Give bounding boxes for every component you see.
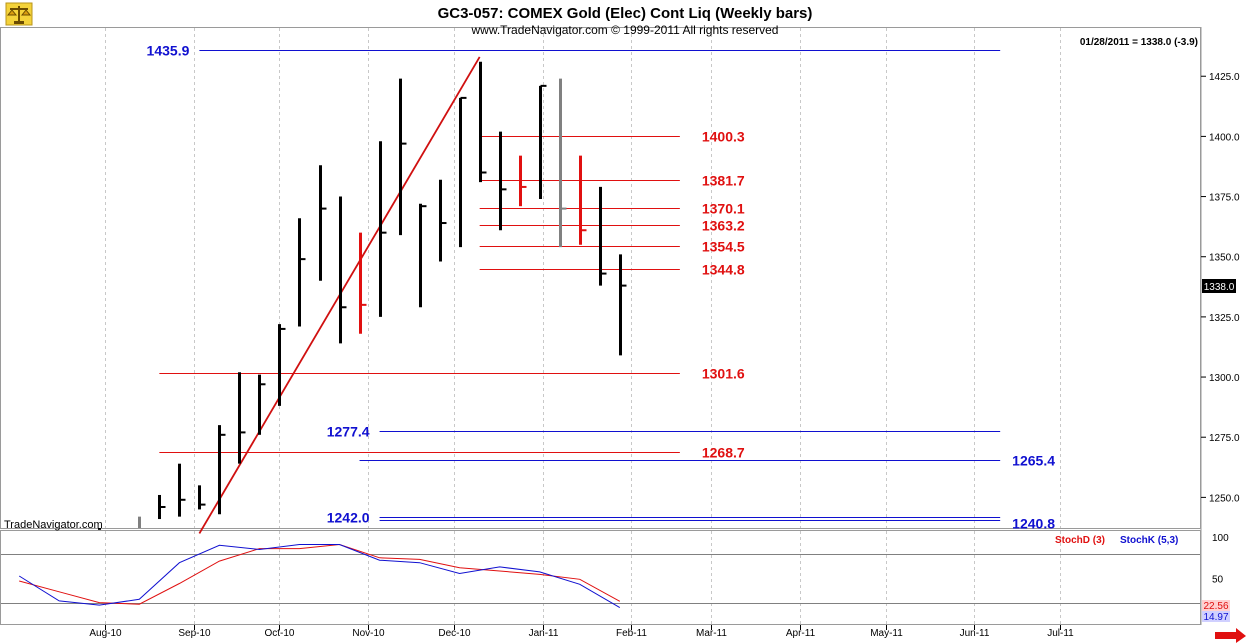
ohlc-bar: [258, 374, 266, 435]
ohlc-bar: [399, 78, 407, 236]
last-price-tag: [1202, 279, 1236, 293]
price-y-axis: 1425.0 1400.0 1375.0 1350.0 1325.0 1300.0 1275…: [1201, 72, 1240, 586]
y-tick-label: 1325.0: [1209, 313, 1240, 324]
level-label: 1268.7: [702, 445, 745, 461]
month-label: Dec-10: [438, 628, 471, 639]
stochk-line: [18, 544, 621, 609]
level-label: 1363.2: [702, 218, 745, 234]
ohlc-bar: [419, 203, 427, 308]
month-label: Nov-10: [352, 628, 385, 639]
copyright-subtitle: www.TradeNavigator.com © 1999-2011 All r…: [471, 23, 779, 37]
stoch-y-tick-label: 100: [1212, 533, 1229, 544]
y-tick-label: 1250.0: [1209, 493, 1240, 504]
month-label: Sep-10: [178, 628, 211, 639]
ohlc-bar: [379, 141, 387, 317]
y-tick-label: 1375.0: [1209, 193, 1240, 204]
month-label: May-11: [870, 628, 903, 639]
stoch-y-tick-label: 50: [1212, 575, 1224, 586]
stochastic-lines: [18, 543, 621, 609]
level-label: 1240.8: [1012, 516, 1055, 532]
level-label: 1301.6: [702, 366, 745, 382]
stochd-legend: StochD (3): [1055, 535, 1105, 546]
ohlc-bar: [479, 61, 487, 183]
stochk-value-label: 14.97: [1203, 612, 1228, 623]
ohlc-bar: [519, 155, 527, 207]
chart-title: GC3-057: COMEX Gold (Elec) Cont Liq (Wee…: [438, 5, 813, 22]
month-label: Feb-11: [616, 628, 647, 639]
grid-lines: [1, 28, 1200, 624]
ohlc-bar: [559, 78, 567, 248]
ohlc-bar: [278, 324, 286, 406]
ohlc-bar: [619, 254, 627, 356]
ohlc-bar: [539, 84, 547, 199]
ohlc-bar: [439, 179, 447, 262]
month-label: Apr-11: [786, 628, 816, 639]
ohlc-bar: [459, 96, 467, 248]
level-label: 1265.4: [1012, 453, 1055, 469]
level-label: 1354.5: [702, 239, 745, 255]
level-label: 1435.9: [147, 43, 190, 59]
ohlc-bar: [218, 425, 226, 515]
ohlc-bar: [339, 196, 347, 344]
scales-icon: [5, 2, 33, 26]
ohlc-bars: [98, 61, 627, 530]
y-tick-label: 1425.0: [1209, 72, 1240, 83]
y-tick-label: 1400.0: [1209, 132, 1240, 143]
ohlc-bar: [178, 463, 186, 517]
month-label: Oct-10: [264, 628, 294, 639]
level-label: 1344.8: [702, 262, 745, 278]
ohlc-bar: [599, 186, 607, 286]
level-label: 1400.3: [702, 129, 745, 145]
stochastic-panel-frame: [0, 530, 1201, 625]
ohlc-bar: [579, 155, 587, 245]
level-label: 1381.7: [702, 173, 745, 189]
stochd-value-label: 22.56: [1203, 601, 1228, 612]
month-label: Jan-11: [529, 628, 559, 639]
stochd-value-tag: [1202, 600, 1230, 611]
scroll-right-arrow-icon[interactable]: [1215, 628, 1246, 643]
ohlc-bar: [359, 232, 367, 334]
watermark-text: TradeNavigator.com: [4, 519, 103, 531]
ohlc-bar: [238, 372, 246, 464]
month-label: Mar-11: [696, 628, 727, 639]
last-value-readout: 01/28/2011 = 1338.0 (-3.9): [1080, 37, 1198, 48]
ohlc-bar: [499, 131, 507, 231]
ohlc-bar: [158, 494, 166, 520]
stochk-value-tag: [1202, 611, 1230, 622]
y-tick-label: 1350.0: [1209, 253, 1240, 264]
month-label: Jun-11: [960, 628, 990, 639]
stochk-legend: StochK (5,3): [1120, 535, 1178, 546]
level-label: 1370.1: [702, 201, 745, 217]
level-label: 1242.0: [327, 510, 370, 526]
month-label: Aug-10: [89, 628, 122, 639]
ohlc-bar: [198, 485, 206, 510]
date-x-axis: Aug-10 Sep-10 Oct-10 Nov-10 Dec-10 Jan-11 Feb-…: [89, 625, 1074, 639]
month-label: Jul-11: [1047, 628, 1074, 639]
ohlc-bar: [319, 165, 327, 281]
level-label: 1277.4: [327, 424, 370, 440]
last-price-label: 1338.0: [1204, 282, 1235, 293]
stochd-line: [19, 543, 621, 605]
ohlc-bar: [298, 218, 306, 327]
y-tick-label: 1300.0: [1209, 373, 1240, 384]
y-tick-label: 1275.0: [1209, 433, 1240, 444]
